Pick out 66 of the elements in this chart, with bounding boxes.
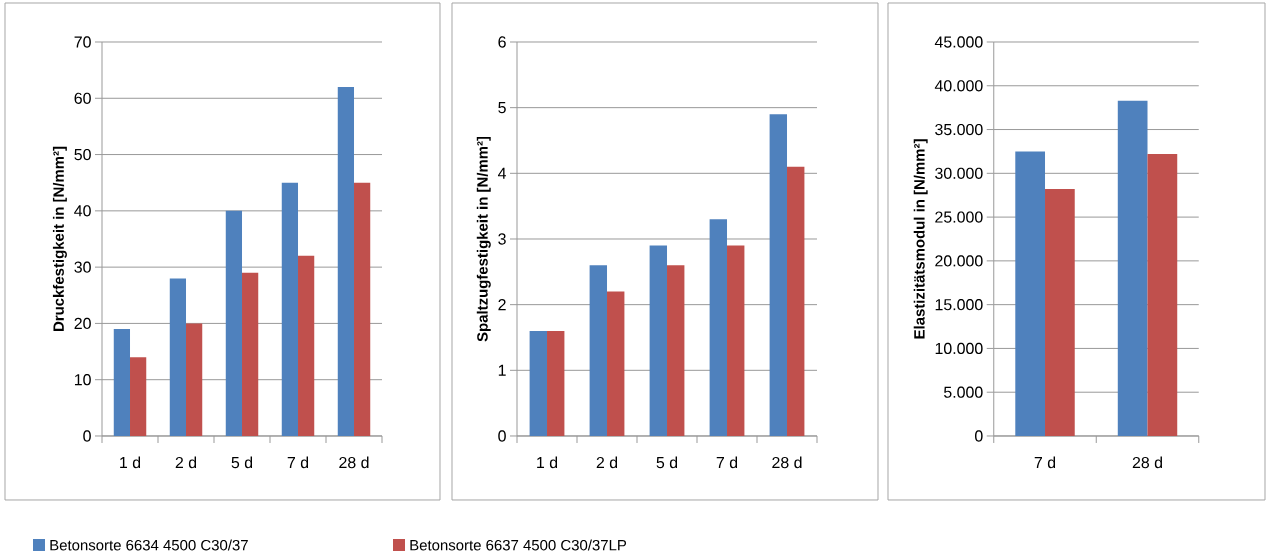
x-tick-label: 7 d bbox=[1034, 456, 1056, 469]
y-tick-label: 0 bbox=[498, 430, 506, 442]
y-tick-label: 25.000 bbox=[935, 211, 983, 223]
x-tick-label: 5 d bbox=[231, 456, 253, 469]
y-tick-label: 60 bbox=[74, 92, 91, 104]
y-tick-label: 30.000 bbox=[935, 167, 983, 179]
bar bbox=[169, 278, 187, 436]
y-tick-label: 6 bbox=[498, 36, 506, 48]
bar bbox=[1045, 189, 1075, 436]
bar bbox=[709, 219, 728, 436]
bar bbox=[727, 245, 745, 436]
bar bbox=[1015, 151, 1046, 436]
bar bbox=[242, 272, 259, 436]
y-axis-title: Spaltzugfestigkeit in [N/mm²] bbox=[476, 136, 491, 342]
y-tick-label: 5 bbox=[498, 102, 506, 114]
bar bbox=[281, 182, 299, 436]
y-tick-label: 0 bbox=[975, 430, 983, 442]
y-tick-label: 5.000 bbox=[943, 386, 983, 398]
bar bbox=[130, 357, 147, 436]
y-tick-label: 2 bbox=[498, 299, 506, 311]
bar bbox=[769, 114, 788, 436]
y-tick-label: 20 bbox=[74, 317, 91, 330]
y-tick-label: 0 bbox=[83, 430, 91, 442]
x-tick-label: 28 d bbox=[339, 456, 369, 469]
legend-label: Betonsorte 6634 4500 C30/37 bbox=[50, 539, 248, 551]
y-tick-label: 30 bbox=[74, 261, 91, 273]
legend-label: Betonsorte 6637 4500 C30/37LP bbox=[410, 539, 627, 551]
x-tick-label: 1 d bbox=[120, 456, 141, 469]
bar bbox=[607, 291, 625, 436]
bar bbox=[589, 265, 608, 436]
y-tick-label: 10.000 bbox=[935, 342, 983, 355]
x-tick-label: 28 d bbox=[772, 456, 802, 469]
bar bbox=[1147, 154, 1178, 436]
y-tick-label: 10 bbox=[74, 374, 91, 386]
y-tick-label: 4 bbox=[497, 167, 507, 179]
bar bbox=[667, 265, 685, 436]
bar bbox=[186, 323, 203, 436]
y-tick-label: 20.000 bbox=[935, 255, 983, 267]
x-tick-label: 1 d bbox=[537, 456, 558, 469]
bar bbox=[547, 330, 565, 436]
x-tick-label: 2 d bbox=[175, 456, 197, 469]
bar bbox=[298, 255, 315, 436]
bar bbox=[1117, 100, 1148, 436]
x-tick-label: 5 d bbox=[656, 456, 678, 469]
y-tick-label: 35.000 bbox=[935, 123, 983, 136]
bar bbox=[649, 245, 668, 436]
y-tick-label: 70 bbox=[74, 36, 91, 48]
y-tick-label: 45.000 bbox=[934, 36, 983, 48]
y-axis-title: Druckfestigkeit in [N/mm²] bbox=[52, 146, 67, 331]
y-tick-label: 50 bbox=[74, 148, 91, 161]
y-tick-label: 15.000 bbox=[935, 299, 983, 311]
x-tick-label: 28 d bbox=[1132, 456, 1162, 469]
bar bbox=[113, 329, 131, 436]
y-axis-title: Elastizitätsmodul in [N/mm²] bbox=[913, 139, 928, 339]
bar bbox=[529, 330, 548, 436]
x-tick-label: 7 d bbox=[716, 456, 738, 469]
y-tick-label: 40.000 bbox=[934, 80, 983, 92]
y-tick-label: 40 bbox=[74, 205, 91, 217]
y-tick-label: 3 bbox=[498, 233, 506, 245]
x-tick-label: 7 d bbox=[287, 456, 309, 469]
y-tick-label: 1 bbox=[498, 364, 506, 376]
bar bbox=[354, 182, 371, 436]
x-tick-label: 2 d bbox=[596, 456, 618, 469]
bar bbox=[787, 166, 805, 436]
bar bbox=[337, 87, 355, 436]
bar bbox=[225, 210, 243, 436]
